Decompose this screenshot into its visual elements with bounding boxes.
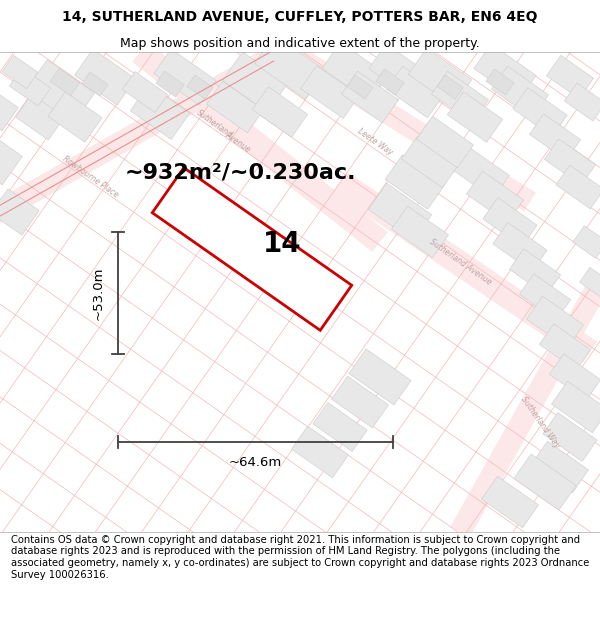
Polygon shape <box>556 165 600 209</box>
Text: 14, SUTHERLAND AVENUE, CUFFLEY, POTTERS BAR, EN6 4EQ: 14, SUTHERLAND AVENUE, CUFFLEY, POTTERS … <box>62 11 538 24</box>
Polygon shape <box>331 376 389 428</box>
Polygon shape <box>526 296 584 348</box>
Polygon shape <box>448 92 503 142</box>
Polygon shape <box>349 349 411 405</box>
Polygon shape <box>369 44 431 100</box>
Polygon shape <box>513 88 567 136</box>
Polygon shape <box>391 206 449 258</box>
Polygon shape <box>10 68 50 106</box>
Polygon shape <box>532 441 589 493</box>
Polygon shape <box>483 198 537 246</box>
Polygon shape <box>187 75 213 99</box>
Polygon shape <box>2 55 38 89</box>
Polygon shape <box>253 87 308 138</box>
Polygon shape <box>514 454 576 510</box>
Polygon shape <box>529 114 581 160</box>
Polygon shape <box>466 171 524 222</box>
Polygon shape <box>292 426 349 478</box>
Polygon shape <box>386 66 443 118</box>
Polygon shape <box>0 42 286 232</box>
Polygon shape <box>451 146 509 198</box>
Polygon shape <box>154 49 216 105</box>
Polygon shape <box>474 44 536 100</box>
Polygon shape <box>284 42 536 211</box>
Polygon shape <box>385 155 445 209</box>
Polygon shape <box>437 75 463 99</box>
Polygon shape <box>416 116 473 168</box>
Polygon shape <box>122 71 167 112</box>
Text: Map shows position and indicative extent of the property.: Map shows position and indicative extent… <box>120 38 480 51</box>
Text: ~53.0m: ~53.0m <box>91 266 104 320</box>
Polygon shape <box>368 183 432 241</box>
Polygon shape <box>539 324 590 370</box>
Text: Sutherland: Sutherland <box>195 108 235 140</box>
Text: ~932m²/~0.230ac.: ~932m²/~0.230ac. <box>124 162 356 182</box>
Text: Contains OS data © Crown copyright and database right 2021. This information is : Contains OS data © Crown copyright and d… <box>11 535 589 579</box>
Polygon shape <box>376 69 404 95</box>
Text: Leete Way: Leete Way <box>356 127 394 158</box>
Polygon shape <box>520 274 571 320</box>
Polygon shape <box>580 268 600 296</box>
Polygon shape <box>491 66 548 118</box>
Polygon shape <box>551 381 600 432</box>
Polygon shape <box>0 189 39 235</box>
Polygon shape <box>550 354 600 400</box>
Text: Rowbourne Place: Rowbourne Place <box>61 154 119 199</box>
Polygon shape <box>156 71 184 97</box>
Polygon shape <box>347 75 373 99</box>
Polygon shape <box>223 52 287 112</box>
Polygon shape <box>254 35 325 99</box>
Polygon shape <box>48 92 102 142</box>
Text: Sutherland Way: Sutherland Way <box>519 394 561 449</box>
Polygon shape <box>544 139 596 185</box>
Polygon shape <box>431 71 488 122</box>
Text: 14: 14 <box>263 230 301 258</box>
Polygon shape <box>0 93 18 131</box>
Polygon shape <box>509 249 560 295</box>
Polygon shape <box>543 412 597 461</box>
Polygon shape <box>573 226 600 258</box>
Polygon shape <box>301 66 359 118</box>
Polygon shape <box>547 55 593 99</box>
Text: Sutherland Avenue: Sutherland Avenue <box>427 238 493 287</box>
Polygon shape <box>313 402 367 451</box>
Polygon shape <box>451 277 600 538</box>
Polygon shape <box>25 60 95 124</box>
Polygon shape <box>130 84 190 139</box>
Polygon shape <box>408 48 472 106</box>
Polygon shape <box>206 81 263 132</box>
Polygon shape <box>322 42 388 102</box>
Polygon shape <box>152 168 352 331</box>
Polygon shape <box>565 83 600 121</box>
Polygon shape <box>401 136 458 188</box>
Polygon shape <box>0 139 22 185</box>
Polygon shape <box>341 71 398 122</box>
Text: ~64.6m: ~64.6m <box>229 456 282 469</box>
Polygon shape <box>50 68 80 96</box>
Polygon shape <box>82 72 108 96</box>
Polygon shape <box>132 42 388 252</box>
Polygon shape <box>74 49 136 105</box>
Polygon shape <box>493 222 547 271</box>
Polygon shape <box>333 172 597 362</box>
Polygon shape <box>481 476 539 528</box>
Polygon shape <box>16 94 64 140</box>
Polygon shape <box>486 69 514 95</box>
Text: Avenue: Avenue <box>224 130 253 154</box>
